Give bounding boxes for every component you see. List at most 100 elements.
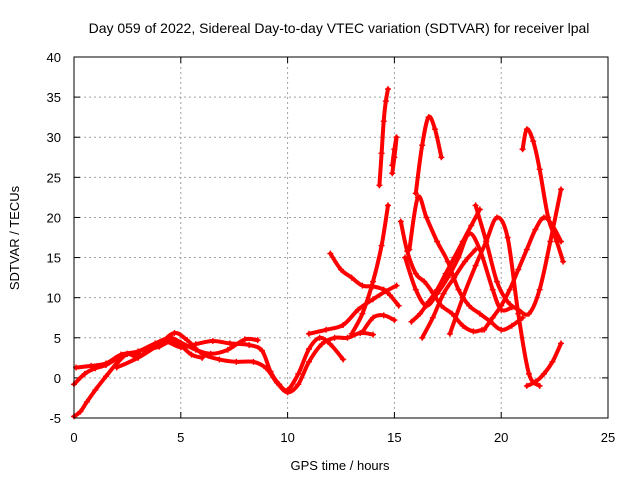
y-tick-label: 20	[47, 210, 61, 225]
series-trace-10	[376, 86, 391, 189]
data-point	[444, 258, 451, 265]
data-series	[71, 86, 567, 420]
data-point	[382, 98, 389, 105]
data-point	[331, 334, 338, 341]
data-point	[384, 86, 391, 93]
data-point	[498, 326, 505, 333]
data-point	[493, 214, 500, 221]
data-point	[370, 331, 377, 338]
data-point	[438, 154, 445, 161]
data-point	[506, 286, 513, 293]
data-point	[558, 186, 565, 193]
data-point	[525, 310, 532, 317]
data-point	[184, 337, 191, 344]
data-point	[451, 274, 458, 281]
data-point	[451, 254, 458, 261]
y-tick-label: 10	[47, 291, 61, 306]
data-point	[493, 278, 500, 285]
x-tick-label: 10	[280, 430, 294, 445]
data-point	[188, 351, 195, 358]
data-point	[103, 373, 110, 380]
data-point	[284, 386, 291, 393]
data-point	[391, 317, 398, 324]
y-tick-label: 0	[54, 371, 61, 386]
x-tick-label: 25	[601, 430, 615, 445]
data-point	[547, 238, 554, 245]
data-point	[199, 350, 206, 357]
data-point	[446, 330, 453, 337]
y-axis-label: SDTVAR / TECUs	[7, 185, 22, 290]
series-trace-11	[389, 134, 400, 177]
plot-frame	[73, 56, 609, 419]
data-point	[160, 337, 167, 344]
data-point	[323, 326, 330, 333]
data-point	[468, 222, 475, 229]
data-point	[359, 310, 366, 317]
data-point	[258, 347, 265, 354]
data-point	[536, 166, 543, 173]
data-point	[476, 310, 483, 317]
data-point	[461, 258, 468, 265]
data-point	[305, 330, 312, 337]
data-point	[295, 381, 302, 388]
data-point	[536, 382, 543, 389]
series-line	[377, 87, 390, 188]
data-point	[376, 182, 383, 189]
data-point	[525, 370, 532, 377]
y-tick-label: -5	[49, 411, 61, 426]
data-point	[549, 358, 556, 365]
data-point	[92, 386, 99, 393]
data-point	[216, 356, 223, 363]
series-trace-8	[359, 312, 398, 336]
data-point	[241, 336, 248, 343]
data-point	[81, 370, 88, 377]
data-point	[327, 341, 334, 348]
data-point	[406, 246, 413, 253]
data-point	[459, 294, 466, 301]
data-point	[402, 254, 409, 261]
data-point	[344, 334, 351, 341]
data-point	[455, 286, 462, 293]
data-point	[536, 286, 543, 293]
x-axis-label: GPS time / hours	[291, 458, 390, 473]
data-point	[340, 356, 347, 363]
data-point	[177, 344, 184, 351]
data-point	[421, 278, 428, 285]
data-point	[483, 238, 490, 245]
x-tick-label: 20	[494, 430, 508, 445]
data-point	[318, 341, 325, 348]
data-point	[88, 362, 95, 369]
data-point	[316, 334, 323, 341]
data-point	[380, 286, 387, 293]
data-point	[515, 306, 522, 313]
data-point	[246, 341, 253, 348]
data-point	[305, 346, 312, 353]
data-point	[431, 126, 438, 133]
data-point	[117, 351, 124, 358]
data-point	[523, 382, 530, 389]
data-point	[378, 150, 385, 157]
data-point	[384, 202, 391, 209]
data-point	[387, 292, 394, 299]
data-point	[83, 398, 90, 405]
data-point	[532, 378, 539, 385]
data-point	[380, 118, 387, 125]
data-point	[459, 238, 466, 245]
data-point	[370, 283, 377, 290]
data-point	[489, 286, 496, 293]
data-point	[434, 238, 441, 245]
data-point	[209, 337, 216, 344]
data-point	[470, 328, 477, 335]
data-point	[417, 310, 424, 317]
data-point	[145, 345, 152, 352]
data-point	[466, 302, 473, 309]
data-point	[504, 234, 511, 241]
series-trace-17	[412, 114, 445, 197]
data-point	[519, 146, 526, 153]
data-point	[489, 314, 496, 321]
data-point	[103, 360, 110, 367]
grid	[74, 57, 608, 418]
series-trace-16	[419, 246, 479, 341]
series-trace-14	[406, 194, 526, 333]
data-point	[77, 408, 84, 415]
